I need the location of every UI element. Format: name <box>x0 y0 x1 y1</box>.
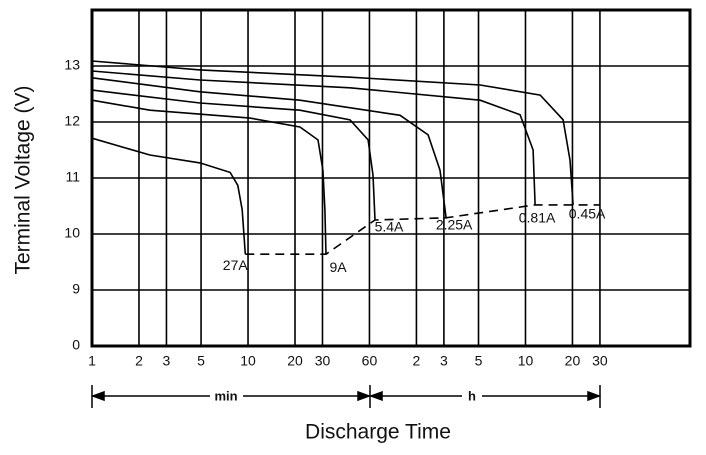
y-tick-label: 13 <box>64 57 80 73</box>
min-annotation: min <box>214 388 237 403</box>
x-tick-label: 60 <box>362 353 378 369</box>
y-tick-label: 11 <box>65 169 80 185</box>
x-tick-label: 1 <box>88 353 96 369</box>
x-tick-label: 10 <box>240 353 256 369</box>
discharge-curve <box>91 77 447 218</box>
x-tick-label: 10 <box>518 353 534 369</box>
x-tick-label: 5 <box>197 353 205 369</box>
discharge-curve <box>91 89 376 221</box>
x-tick-label: 20 <box>565 353 581 369</box>
x-axis-title: Discharge Time <box>305 421 451 444</box>
discharge-curve <box>91 137 247 255</box>
discharge-curve <box>91 99 327 255</box>
x-tick-label: 3 <box>163 353 171 369</box>
y-tick-label: 0 <box>72 337 80 353</box>
x-tick-label: 5 <box>475 353 483 369</box>
curve-label: 0.81A <box>519 210 556 226</box>
plot-border <box>90 8 692 348</box>
discharge-curve <box>91 70 536 205</box>
curve-label: 9A <box>329 259 347 275</box>
curve-label: 2.25A <box>436 216 473 232</box>
y-tick-label: 12 <box>64 113 80 129</box>
y-tick-label: 10 <box>64 225 80 241</box>
y-tick-label: 9 <box>72 281 80 297</box>
x-tick-label: 20 <box>287 353 303 369</box>
curve-label: 27A <box>223 257 249 273</box>
x-tick-label: 30 <box>592 353 608 369</box>
curve-label: 5.4A <box>375 219 404 235</box>
y-axis-title: Terminal Voltage (V) <box>12 85 35 274</box>
x-tick-label: 2 <box>135 353 143 369</box>
curve-label: 0.45A <box>569 206 606 222</box>
end-voltage-line <box>245 204 600 255</box>
discharge-curve <box>91 60 574 205</box>
x-tick-label: 3 <box>440 353 448 369</box>
x-tick-label: 30 <box>315 353 331 369</box>
h-annotation: h <box>468 388 476 403</box>
x-tick-label: 2 <box>413 353 421 369</box>
range-arrows <box>90 385 602 408</box>
